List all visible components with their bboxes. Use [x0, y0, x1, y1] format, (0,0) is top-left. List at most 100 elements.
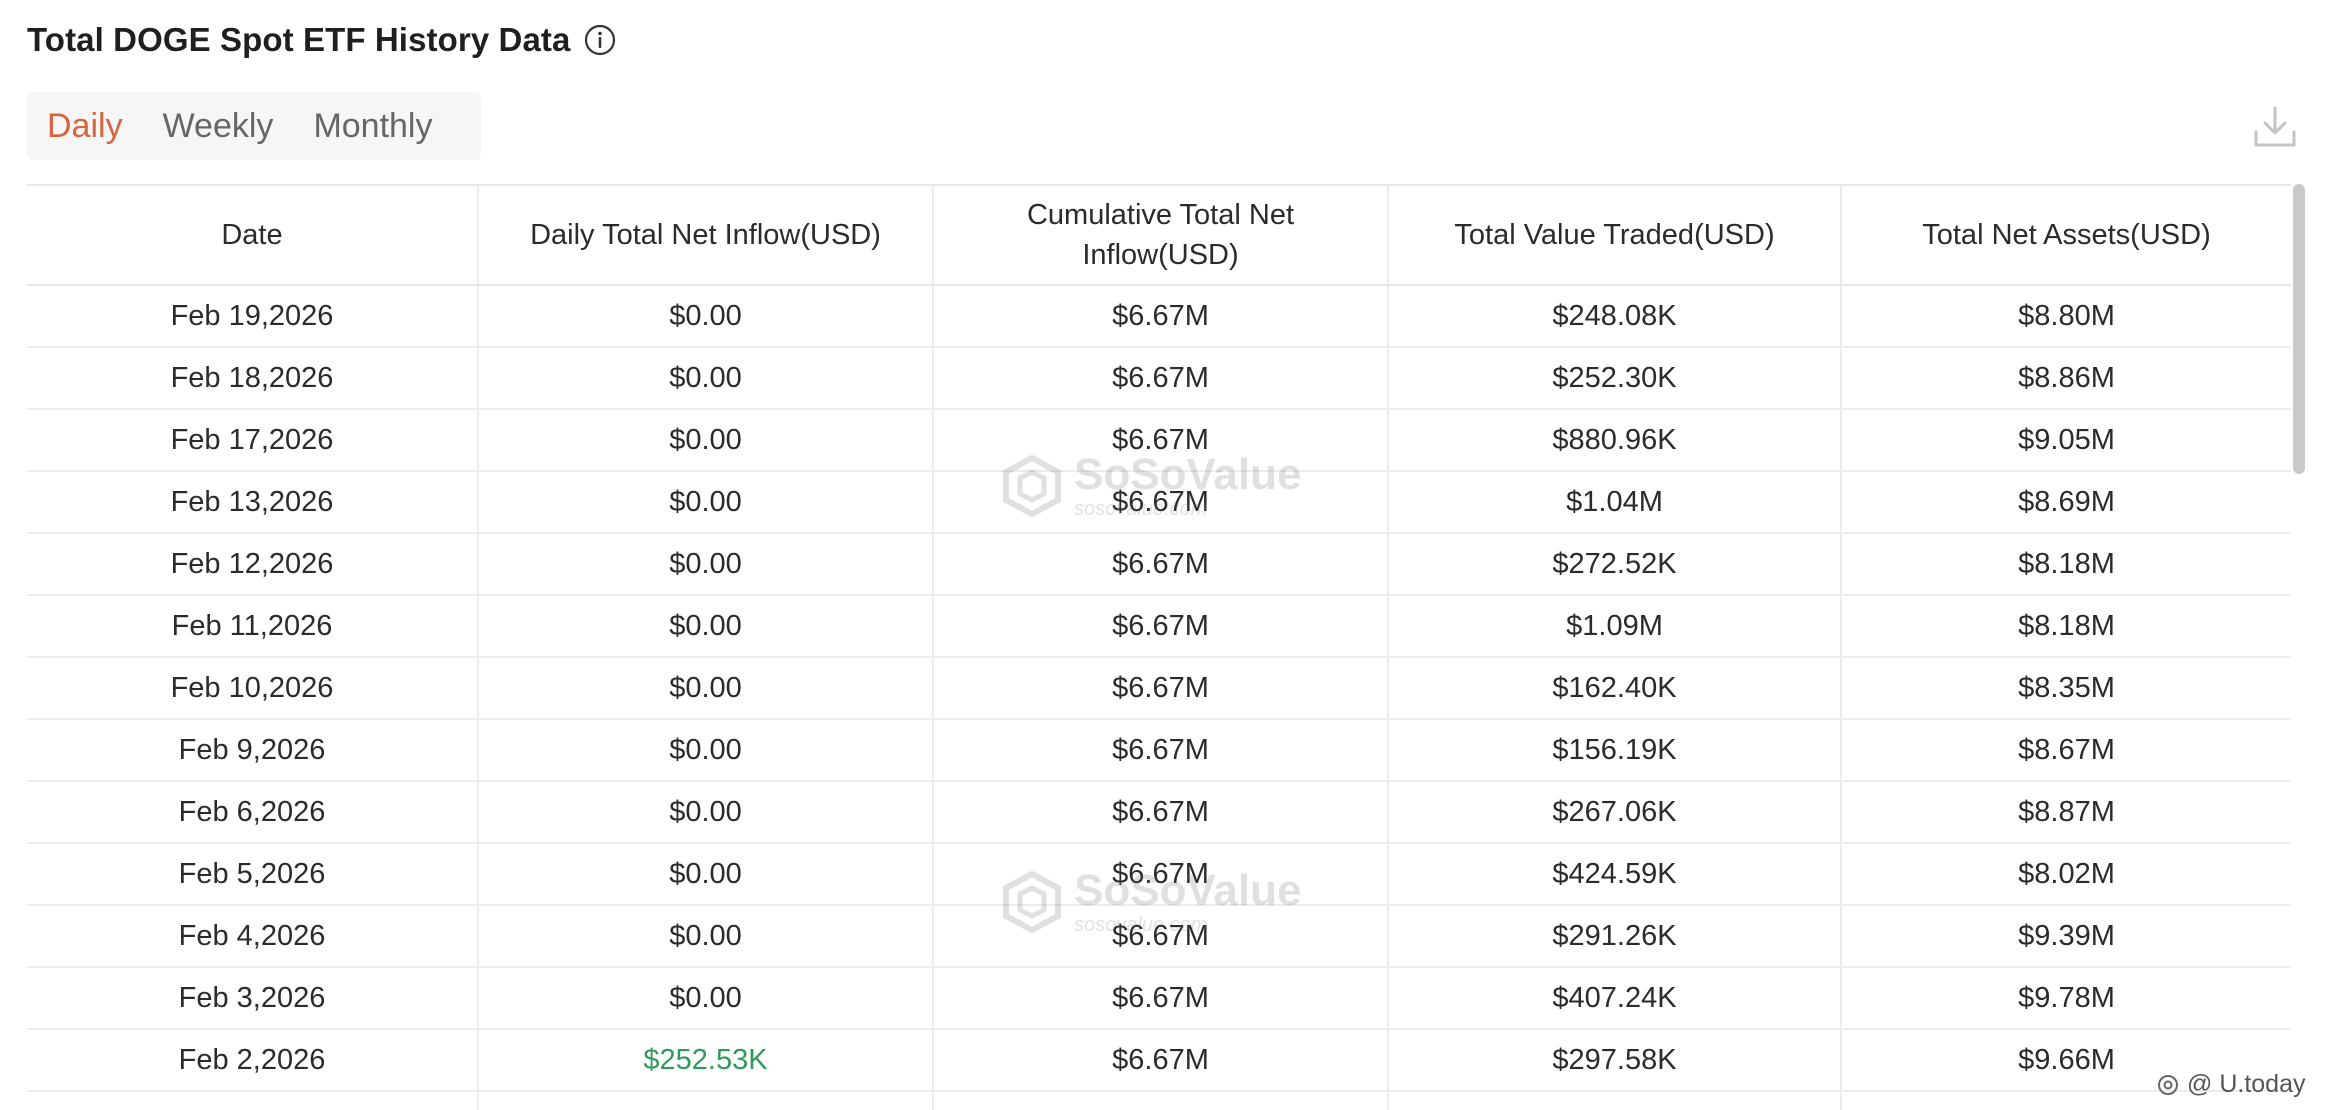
cumulative-net-inflow-cell: $6.67M [932, 285, 1388, 348]
total-net-assets-cell: $8.18M [1840, 595, 2291, 658]
date-cell: Feb 19,2026 [27, 285, 478, 348]
column-header-date: Date [27, 184, 478, 286]
date-cell: Feb 12,2026 [27, 533, 478, 596]
total-net-assets-cell: $8.80M [1840, 285, 2291, 348]
cumulative-net-inflow-cell: $6.67M [932, 719, 1388, 782]
source-credit: @ U.today [2155, 1070, 2305, 1099]
date-cell: Feb 17,2026 [27, 409, 478, 472]
date-cell: Feb 3,2026 [27, 967, 478, 1030]
total-net-assets-cell: $8.67M [1840, 719, 2291, 782]
table-row[interactable] [27, 1091, 2291, 1110]
cumulative-net-inflow-cell [932, 1091, 1388, 1110]
info-circle-icon[interactable] [584, 24, 616, 56]
date-cell: Feb 2,2026 [27, 1029, 478, 1092]
total-net-assets-cell: $8.35M [1840, 657, 2291, 720]
table-row[interactable]: Feb 9,2026 $0.00 $6.67M $156.19K $8.67M [27, 719, 2291, 782]
table-row[interactable]: Feb 12,2026 $0.00 $6.67M $272.52K $8.18M [27, 533, 2291, 596]
daily-net-inflow-cell: $0.00 [477, 347, 933, 410]
table-header-row: Date Daily Total Net Inflow(USD) Cumulat… [27, 184, 2291, 286]
table-row[interactable]: Feb 2,2026 $252.53K $6.67M $297.58K $9.66M [27, 1029, 2291, 1092]
title-row: Total DOGE Spot ETF History Data [27, 18, 616, 62]
history-table-container[interactable]: Date Daily Total Net Inflow(USD) Cumulat… [27, 184, 2291, 1110]
total-value-traded-cell: $407.24K [1387, 967, 1841, 1030]
table-row[interactable]: Feb 3,2026 $0.00 $6.67M $407.24K $9.78M [27, 967, 2291, 1030]
credit-text: @ U.today [2187, 1070, 2306, 1098]
date-cell: Feb 18,2026 [27, 347, 478, 410]
daily-net-inflow-cell: $0.00 [477, 595, 933, 658]
total-net-assets-cell: $8.18M [1840, 533, 2291, 596]
cumulative-net-inflow-cell: $6.67M [932, 905, 1388, 968]
cumulative-net-inflow-cell: $6.67M [932, 967, 1388, 1030]
table-row[interactable]: Feb 17,2026 $0.00 $6.67M $880.96K $9.05M [27, 409, 2291, 472]
period-tabs: Daily Weekly Monthly [27, 92, 481, 160]
total-value-traded-cell: $424.59K [1387, 843, 1841, 906]
total-value-traded-cell: $291.26K [1387, 905, 1841, 968]
table-row[interactable]: Feb 11,2026 $0.00 $6.67M $1.09M $8.18M [27, 595, 2291, 658]
date-cell: Feb 6,2026 [27, 781, 478, 844]
total-net-assets-cell: $8.86M [1840, 347, 2291, 410]
daily-net-inflow-cell [477, 1091, 933, 1110]
total-net-assets-cell: $8.02M [1840, 843, 2291, 906]
table-scrollbar[interactable] [2293, 184, 2305, 474]
tab-weekly[interactable]: Weekly [162, 106, 274, 145]
tab-daily[interactable]: Daily [47, 106, 123, 145]
daily-net-inflow-cell: $0.00 [477, 409, 933, 472]
table-row[interactable]: Feb 18,2026 $0.00 $6.67M $252.30K $8.86M [27, 347, 2291, 410]
page-title: Total DOGE Spot ETF History Data [27, 21, 571, 58]
tab-monthly[interactable]: Monthly [313, 106, 433, 145]
table-row[interactable]: Feb 5,2026 $0.00 $6.67M $424.59K $8.02M [27, 843, 2291, 906]
cumulative-net-inflow-cell: $6.67M [932, 657, 1388, 720]
column-header-daily-net-inflow: Daily Total Net Inflow(USD) [477, 184, 933, 286]
table-row[interactable]: Feb 13,2026 $0.00 $6.67M $1.04M $8.69M [27, 471, 2291, 534]
cumulative-net-inflow-cell: $6.67M [932, 1029, 1388, 1092]
date-cell [27, 1091, 478, 1110]
table-row[interactable]: Feb 6,2026 $0.00 $6.67M $267.06K $8.87M [27, 781, 2291, 844]
daily-net-inflow-cell: $0.00 [477, 285, 933, 348]
cumulative-net-inflow-cell: $6.67M [932, 471, 1388, 534]
total-value-traded-cell: $248.08K [1387, 285, 1841, 348]
download-icon[interactable] [2250, 102, 2300, 152]
date-cell: Feb 4,2026 [27, 905, 478, 968]
date-cell: Feb 10,2026 [27, 657, 478, 720]
cumulative-net-inflow-cell: $6.67M [932, 781, 1388, 844]
cumulative-net-inflow-cell: $6.67M [932, 843, 1388, 906]
total-value-traded-cell [1387, 1091, 1841, 1110]
daily-net-inflow-cell: $252.53K [477, 1029, 933, 1092]
total-net-assets-cell: $8.69M [1840, 471, 2291, 534]
daily-net-inflow-cell: $0.00 [477, 967, 933, 1030]
column-header-total-value-traded: Total Value Traded(USD) [1387, 184, 1841, 286]
date-cell: Feb 13,2026 [27, 471, 478, 534]
cumulative-net-inflow-cell: $6.67M [932, 595, 1388, 658]
total-value-traded-cell: $272.52K [1387, 533, 1841, 596]
total-value-traded-cell: $267.06K [1387, 781, 1841, 844]
cumulative-net-inflow-cell: $6.67M [932, 347, 1388, 410]
daily-net-inflow-cell: $0.00 [477, 471, 933, 534]
cumulative-net-inflow-cell: $6.67M [932, 533, 1388, 596]
table-row[interactable]: Feb 10,2026 $0.00 $6.67M $162.40K $8.35M [27, 657, 2291, 720]
date-cell: Feb 11,2026 [27, 595, 478, 658]
table-body: Feb 19,2026 $0.00 $6.67M $248.08K $8.80M Feb … [27, 285, 2291, 1110]
total-net-assets-cell: $9.78M [1840, 967, 2291, 1030]
column-header-cumulative-net-inflow: Cumulative Total Net Inflow(USD) [932, 184, 1388, 286]
total-value-traded-cell: $162.40K [1387, 657, 1841, 720]
total-value-traded-cell: $1.04M [1387, 471, 1841, 534]
total-value-traded-cell: $1.09M [1387, 595, 1841, 658]
table-row[interactable]: Feb 19,2026 $0.00 $6.67M $248.08K $8.80M [27, 285, 2291, 348]
total-value-traded-cell: $156.19K [1387, 719, 1841, 782]
total-net-assets-cell: $9.05M [1840, 409, 2291, 472]
camera-icon [2158, 1074, 2178, 1095]
total-net-assets-cell: $9.39M [1840, 905, 2291, 968]
total-value-traded-cell: $880.96K [1387, 409, 1841, 472]
daily-net-inflow-cell: $0.00 [477, 533, 933, 596]
cumulative-net-inflow-cell: $6.67M [932, 409, 1388, 472]
total-net-assets-cell: $8.87M [1840, 781, 2291, 844]
daily-net-inflow-cell: $0.00 [477, 657, 933, 720]
column-header-total-net-assets: Total Net Assets(USD) [1840, 184, 2291, 286]
table-row[interactable]: Feb 4,2026 $0.00 $6.67M $291.26K $9.39M [27, 905, 2291, 968]
daily-net-inflow-cell: $0.00 [477, 781, 933, 844]
total-value-traded-cell: $297.58K [1387, 1029, 1841, 1092]
date-cell: Feb 9,2026 [27, 719, 478, 782]
daily-net-inflow-cell: $0.00 [477, 905, 933, 968]
total-net-assets-cell: $9.66M [1840, 1029, 2291, 1092]
